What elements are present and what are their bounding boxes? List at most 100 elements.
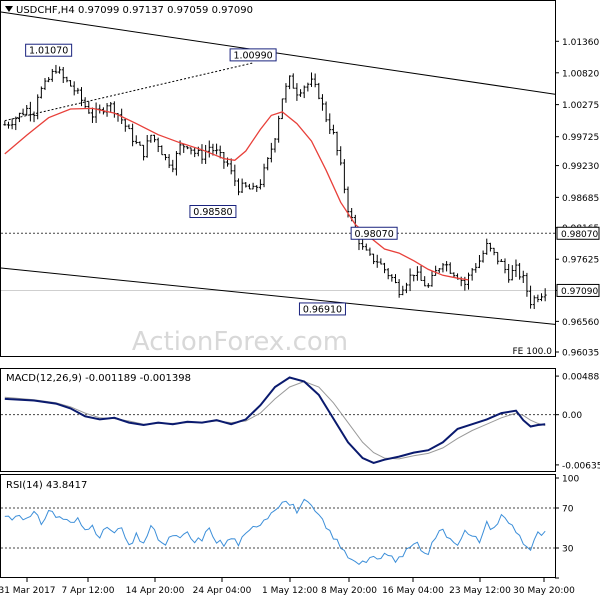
price-bar [540, 293, 544, 302]
price-bar [404, 282, 408, 294]
price-bar [131, 123, 135, 147]
price-bar [204, 144, 208, 164]
price-bar [339, 146, 343, 166]
price-bar [266, 157, 270, 171]
price-bar [302, 85, 306, 99]
price-bar [10, 118, 14, 130]
panel-frames [0, 0, 556, 578]
price-bar [306, 82, 310, 92]
price-bar [295, 83, 299, 101]
price-bar [426, 283, 430, 288]
price-bar [127, 124, 131, 130]
price-bar [79, 87, 83, 107]
price-bar [299, 89, 303, 97]
chart-header: USDCHF,H4 0.97099 0.97137 0.97059 0.9709… [5, 5, 253, 16]
price-bar [32, 111, 36, 123]
price-bar [430, 271, 434, 287]
price-bar [17, 112, 21, 123]
price-bar [324, 101, 328, 123]
x-tick-label: 31 Mar 2017 [0, 586, 56, 596]
price-bar [441, 263, 445, 273]
price-annotation: 1.00990 [229, 48, 277, 62]
level-price-label: 0.98070 [561, 230, 598, 240]
price-bar [240, 178, 244, 194]
price-bar [525, 272, 529, 297]
current-price-box [556, 283, 600, 297]
current-price-label: 0.97090 [561, 287, 598, 297]
price-bar [470, 268, 474, 281]
moving-average-line [4, 107, 469, 281]
x-tick-label: 8 May 20:00 [321, 586, 377, 596]
price-bar [408, 268, 412, 292]
price-annotation: 0.98580 [189, 205, 237, 219]
price-bar [36, 94, 40, 120]
price-bar [529, 285, 533, 309]
price-bar [6, 121, 10, 129]
price-bar [43, 77, 47, 91]
price-bar [269, 142, 273, 163]
price-annotation: 0.96910 [298, 302, 346, 316]
price-bar [397, 279, 401, 298]
price-bar [134, 135, 138, 145]
price-bar [83, 97, 87, 109]
svg-text:0.96910: 0.96910 [303, 304, 342, 315]
price-bar [236, 178, 240, 196]
price-bar [415, 266, 419, 281]
price-bar [419, 265, 423, 281]
price-bar [149, 134, 153, 143]
price-bar [25, 105, 29, 116]
price-bar [65, 76, 69, 83]
price-bar [474, 263, 478, 273]
macd-tick-label: -0.006354 [562, 461, 600, 471]
price-bar [393, 274, 397, 284]
channel-lower-line [0, 267, 556, 325]
dotted-connector-line [4, 62, 254, 122]
rsi-tick-label: 100 [562, 475, 579, 485]
price-bar [364, 243, 368, 251]
ohlc-readout: 0.97099 0.97137 0.97059 0.97090 [78, 5, 253, 16]
price-bar [503, 258, 507, 274]
price-bar [310, 72, 314, 87]
macd-signal-line [4, 380, 546, 460]
price-tick-label: 1.01360 [562, 38, 599, 48]
price-bar [69, 80, 73, 87]
price-bar [145, 134, 149, 158]
price-bar [189, 147, 193, 155]
price-tick-label: 0.99230 [562, 162, 599, 172]
macd-panel-frame [0, 368, 556, 472]
price-bar [14, 116, 18, 131]
fe-label: FE 100.0 [513, 347, 553, 357]
dropdown-triangle-icon[interactable] [5, 6, 13, 12]
price-bar [262, 163, 266, 188]
price-bar [98, 104, 102, 114]
price-bar [492, 247, 496, 256]
price-tick-label: 0.96560 [562, 318, 599, 328]
price-bar [386, 268, 390, 280]
level-price-box [556, 226, 600, 240]
price-bar [3, 120, 7, 126]
price-bar [76, 87, 80, 94]
price-bar [445, 261, 449, 272]
macd-tick-label: 0.00 [562, 411, 582, 421]
price-bar [21, 108, 25, 116]
price-bar [368, 247, 372, 256]
price-bar [379, 258, 383, 265]
price-bar [280, 98, 284, 120]
svg-text:0.98070: 0.98070 [354, 229, 393, 240]
price-tick-label: 0.98685 [562, 194, 599, 204]
price-bar [193, 147, 197, 158]
price-bar [72, 81, 76, 96]
price-bar [288, 75, 292, 90]
x-tick-label: 30 May 20:00 [513, 586, 575, 596]
price-bar [94, 102, 98, 123]
price-tick-label: 0.97625 [562, 256, 599, 266]
price-bar [507, 263, 511, 283]
price-bar [105, 103, 109, 117]
price-bar [50, 68, 54, 82]
price-bar [284, 83, 288, 103]
price-bar [87, 101, 91, 114]
price-bar [90, 107, 94, 123]
price-bar [244, 181, 248, 188]
price-bar [499, 259, 503, 263]
